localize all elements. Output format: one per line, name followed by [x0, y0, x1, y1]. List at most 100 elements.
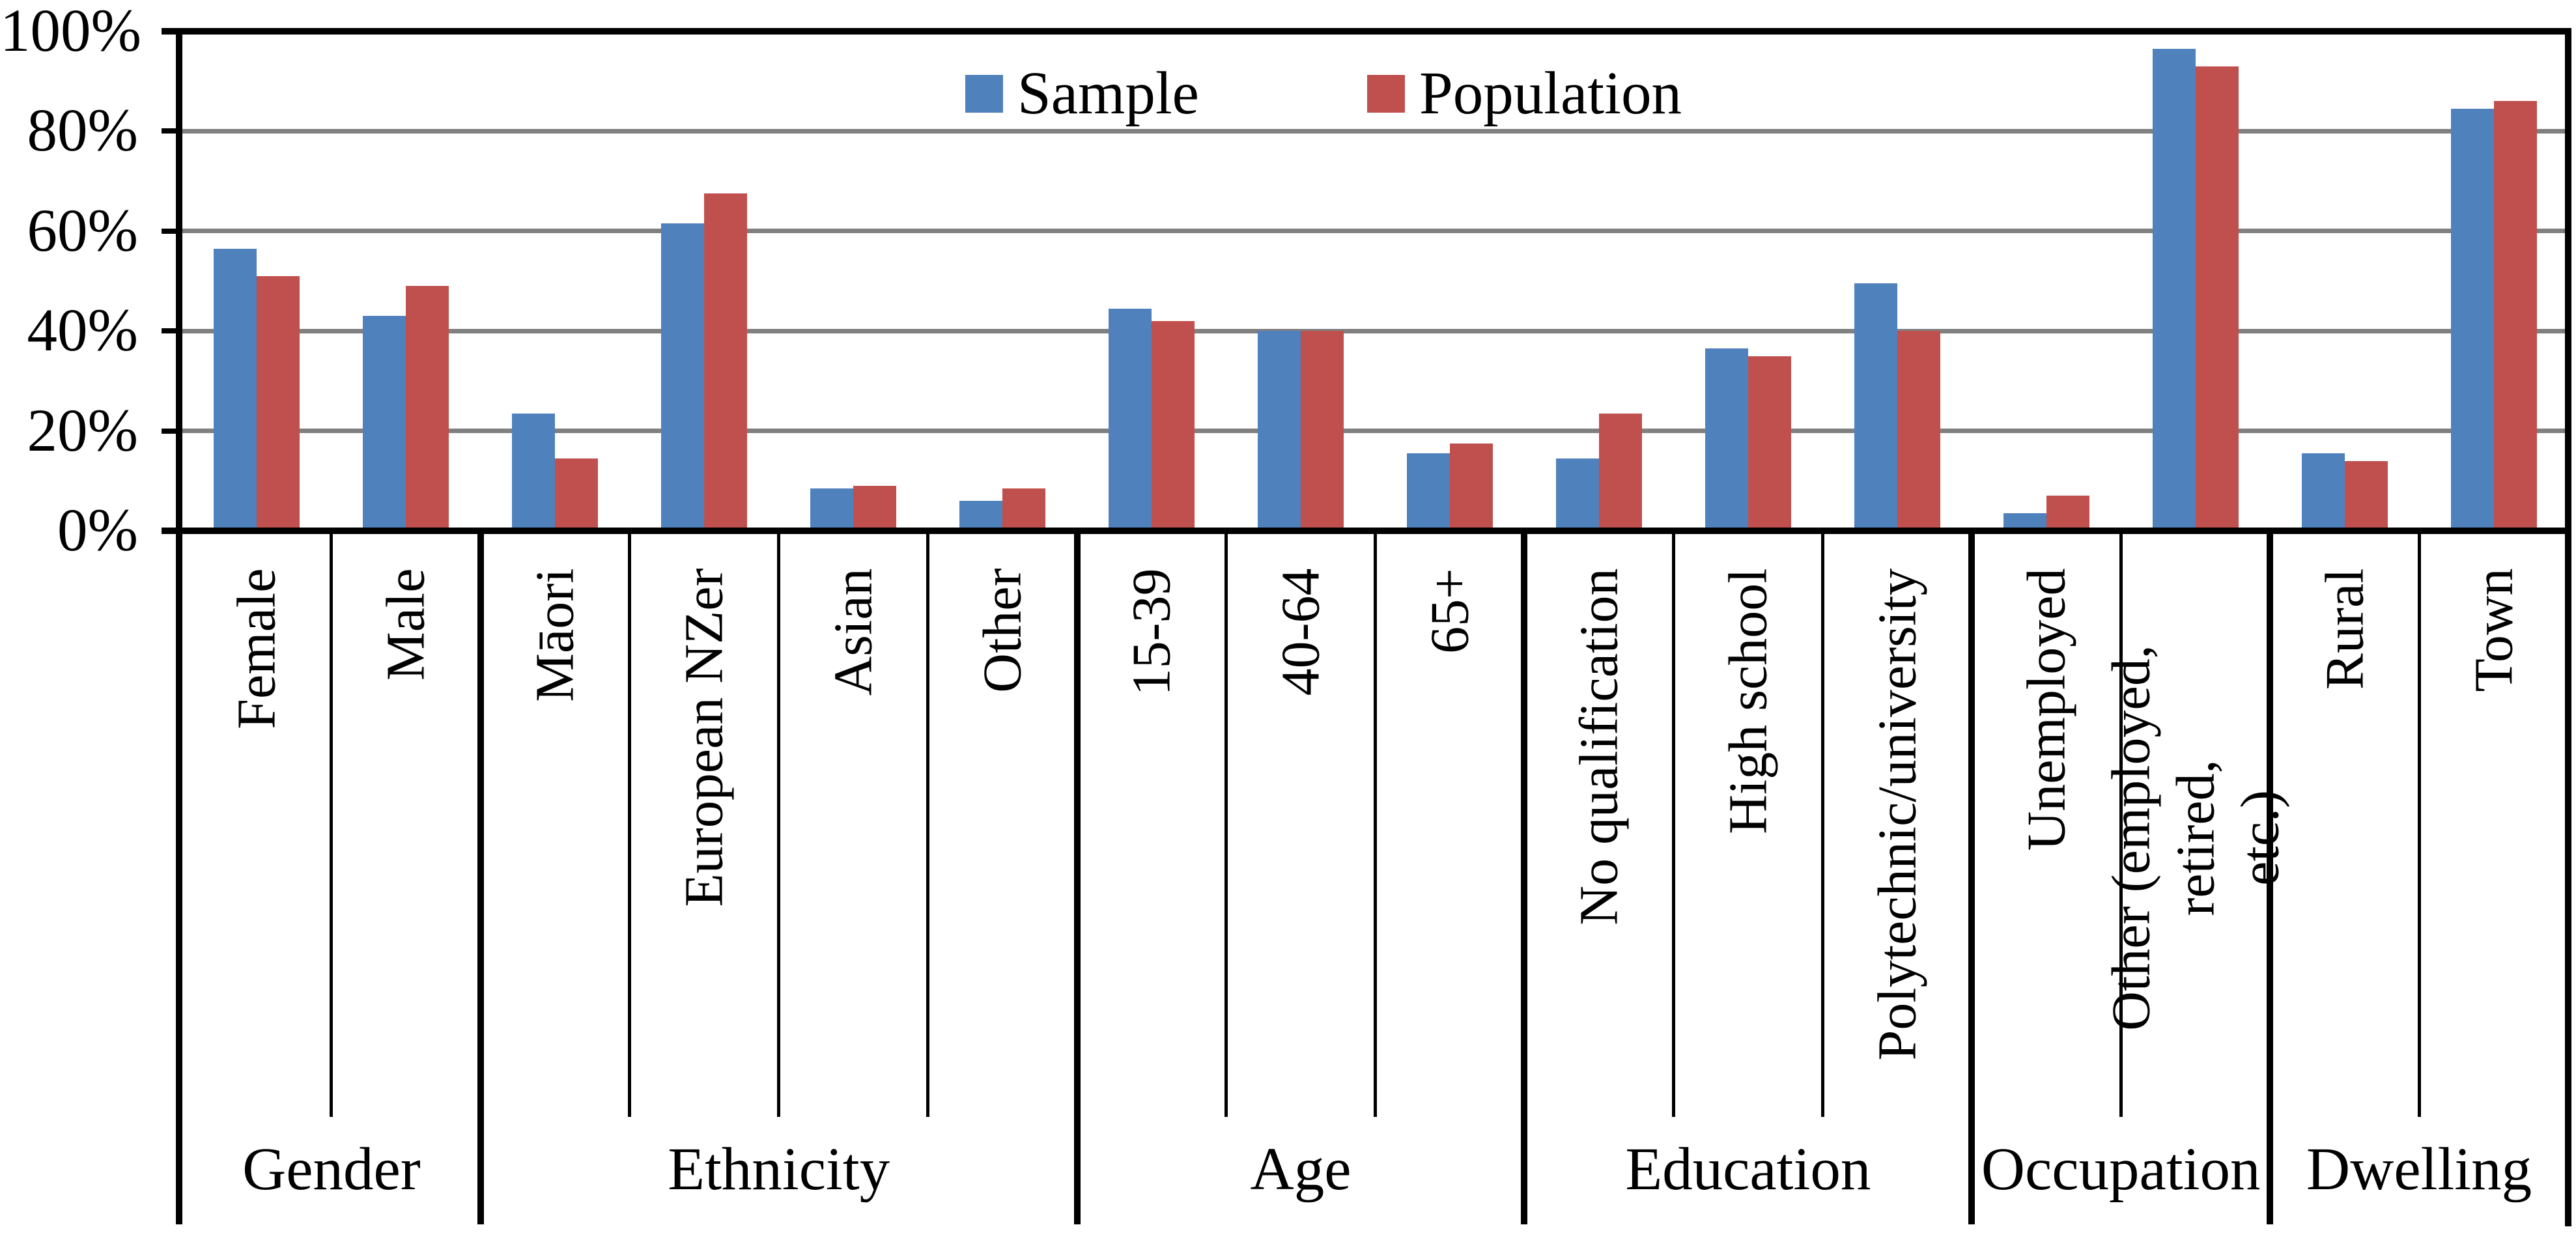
category-divider	[1374, 531, 1377, 1117]
y-tick-label: 20%	[27, 397, 138, 464]
category-label: Female	[226, 567, 287, 729]
category-label-cell: Female	[182, 534, 332, 1117]
category-label: European NZer	[673, 567, 735, 907]
category-label-rotated: High school	[1673, 534, 1822, 1107]
y-tick-label: 40%	[27, 297, 138, 365]
category-label-rotated: 40-64	[1226, 534, 1376, 1107]
category-label-rotated: Asian	[779, 534, 928, 1107]
category-label: 15-39	[1121, 567, 1182, 696]
category-label-rotated: 15-39	[1077, 534, 1226, 1107]
bar-population	[1449, 444, 1493, 531]
y-tick-label: 100%	[0, 0, 141, 64]
plot-right-border	[2565, 28, 2571, 1226]
category-cell	[2121, 31, 2270, 531]
category-divider	[777, 531, 781, 1117]
y-axis-tick	[162, 228, 182, 234]
category-label-cell: 40-64	[1226, 534, 1376, 1117]
category-divider	[1671, 531, 1675, 1117]
category-label-cell: Other	[928, 534, 1077, 1117]
category-cell	[182, 31, 332, 531]
category-cell	[2419, 31, 2568, 531]
category-label-cell: Town	[2419, 534, 2568, 1117]
category-divider	[2119, 531, 2123, 1117]
category-label: High school	[1718, 567, 1779, 834]
category-label: Māori	[524, 567, 586, 702]
category-label-rotated: Māori	[481, 534, 630, 1107]
group-divider	[477, 531, 484, 1224]
legend-label: Sample	[1017, 60, 1199, 127]
bar-population	[2344, 461, 2388, 531]
category-label-cell: Rural	[2270, 534, 2419, 1117]
category-label: Other (employed, retired, etc.)	[2101, 644, 2291, 1031]
category-label-cell: Other (employed, retired, etc.)	[2101, 534, 2290, 1117]
y-tick-label: 60%	[27, 197, 138, 264]
category-divider	[330, 531, 333, 1117]
category-label-rotated: Other	[928, 534, 1077, 1107]
bar-sample	[363, 316, 406, 531]
x-axis-line	[162, 528, 2571, 534]
category-cell	[1822, 31, 1972, 531]
y-axis-line	[176, 28, 182, 534]
bar-sample	[1854, 283, 1897, 531]
category-label-rotated: Polytechnic/university	[1822, 534, 1972, 1107]
y-axis-tick	[162, 428, 182, 434]
bar-population	[2493, 101, 2537, 531]
category-cell	[1673, 31, 1822, 531]
bar-sample	[959, 501, 1003, 531]
bar-sample	[2152, 49, 2196, 531]
bar-population	[2195, 66, 2239, 531]
plot-top-border	[162, 28, 2571, 35]
bar-population	[2046, 496, 2089, 531]
gridline	[182, 429, 2565, 434]
category-label: Asian	[823, 567, 884, 696]
category-label-cell: Māori	[481, 534, 630, 1117]
bar-population	[1301, 331, 1344, 531]
category-label: No qualification	[1568, 567, 1630, 925]
bar-sample	[512, 414, 556, 531]
y-axis-tick	[162, 328, 182, 334]
category-label-rotated: European NZer	[630, 534, 779, 1107]
category-label: 65+	[1419, 567, 1480, 654]
group-divider	[1073, 531, 1081, 1224]
category-divider	[2417, 531, 2421, 1117]
group-divider	[1521, 531, 1528, 1224]
category-cell	[1972, 31, 2121, 531]
plot-area	[182, 31, 2568, 531]
legend-swatch-icon	[1366, 75, 1405, 113]
y-tick-label: 0%	[57, 497, 138, 564]
y-tick-label: 80%	[27, 97, 138, 165]
category-label: 40-64	[1270, 567, 1331, 696]
left-group-border	[176, 531, 182, 1224]
category-label-cell: Asian	[779, 534, 928, 1117]
bar-sample	[2450, 109, 2494, 531]
category-label-rotated: Male	[332, 534, 481, 1107]
legend-label: Population	[1419, 60, 1682, 127]
group-divider	[2267, 531, 2274, 1224]
legend-item-sample: Sample	[965, 55, 1199, 133]
bar-sample	[1406, 453, 1450, 531]
bar-sample	[2301, 453, 2345, 531]
legend: Sample Population	[965, 51, 1682, 137]
bar-sample	[214, 249, 257, 531]
category-cell	[779, 31, 928, 531]
category-label-rotated: Other (employed, retired, etc.)	[2101, 534, 2290, 1107]
category-cell	[630, 31, 779, 531]
bar-population	[406, 286, 449, 531]
group-label-occupation: Occupation	[1981, 1136, 2261, 1203]
category-cell	[1226, 31, 1376, 531]
category-label: Male	[375, 567, 436, 681]
bar-sample	[810, 488, 854, 531]
bar-sample	[1555, 458, 1599, 531]
legend-swatch-icon	[965, 75, 1003, 113]
group-label-gender: Gender	[242, 1136, 421, 1203]
category-divider	[628, 531, 632, 1117]
category-label-cell: 65+	[1376, 534, 1525, 1117]
category-label-cell: No qualification	[1524, 534, 1673, 1117]
category-label: Unemployed	[2016, 567, 2077, 851]
bar-population	[257, 276, 300, 531]
bar-sample	[1109, 309, 1152, 531]
category-divider	[1820, 531, 1824, 1117]
category-label: Polytechnic/university	[1867, 567, 1928, 1060]
bar-population	[1598, 414, 1642, 531]
bar-population	[1152, 321, 1195, 531]
